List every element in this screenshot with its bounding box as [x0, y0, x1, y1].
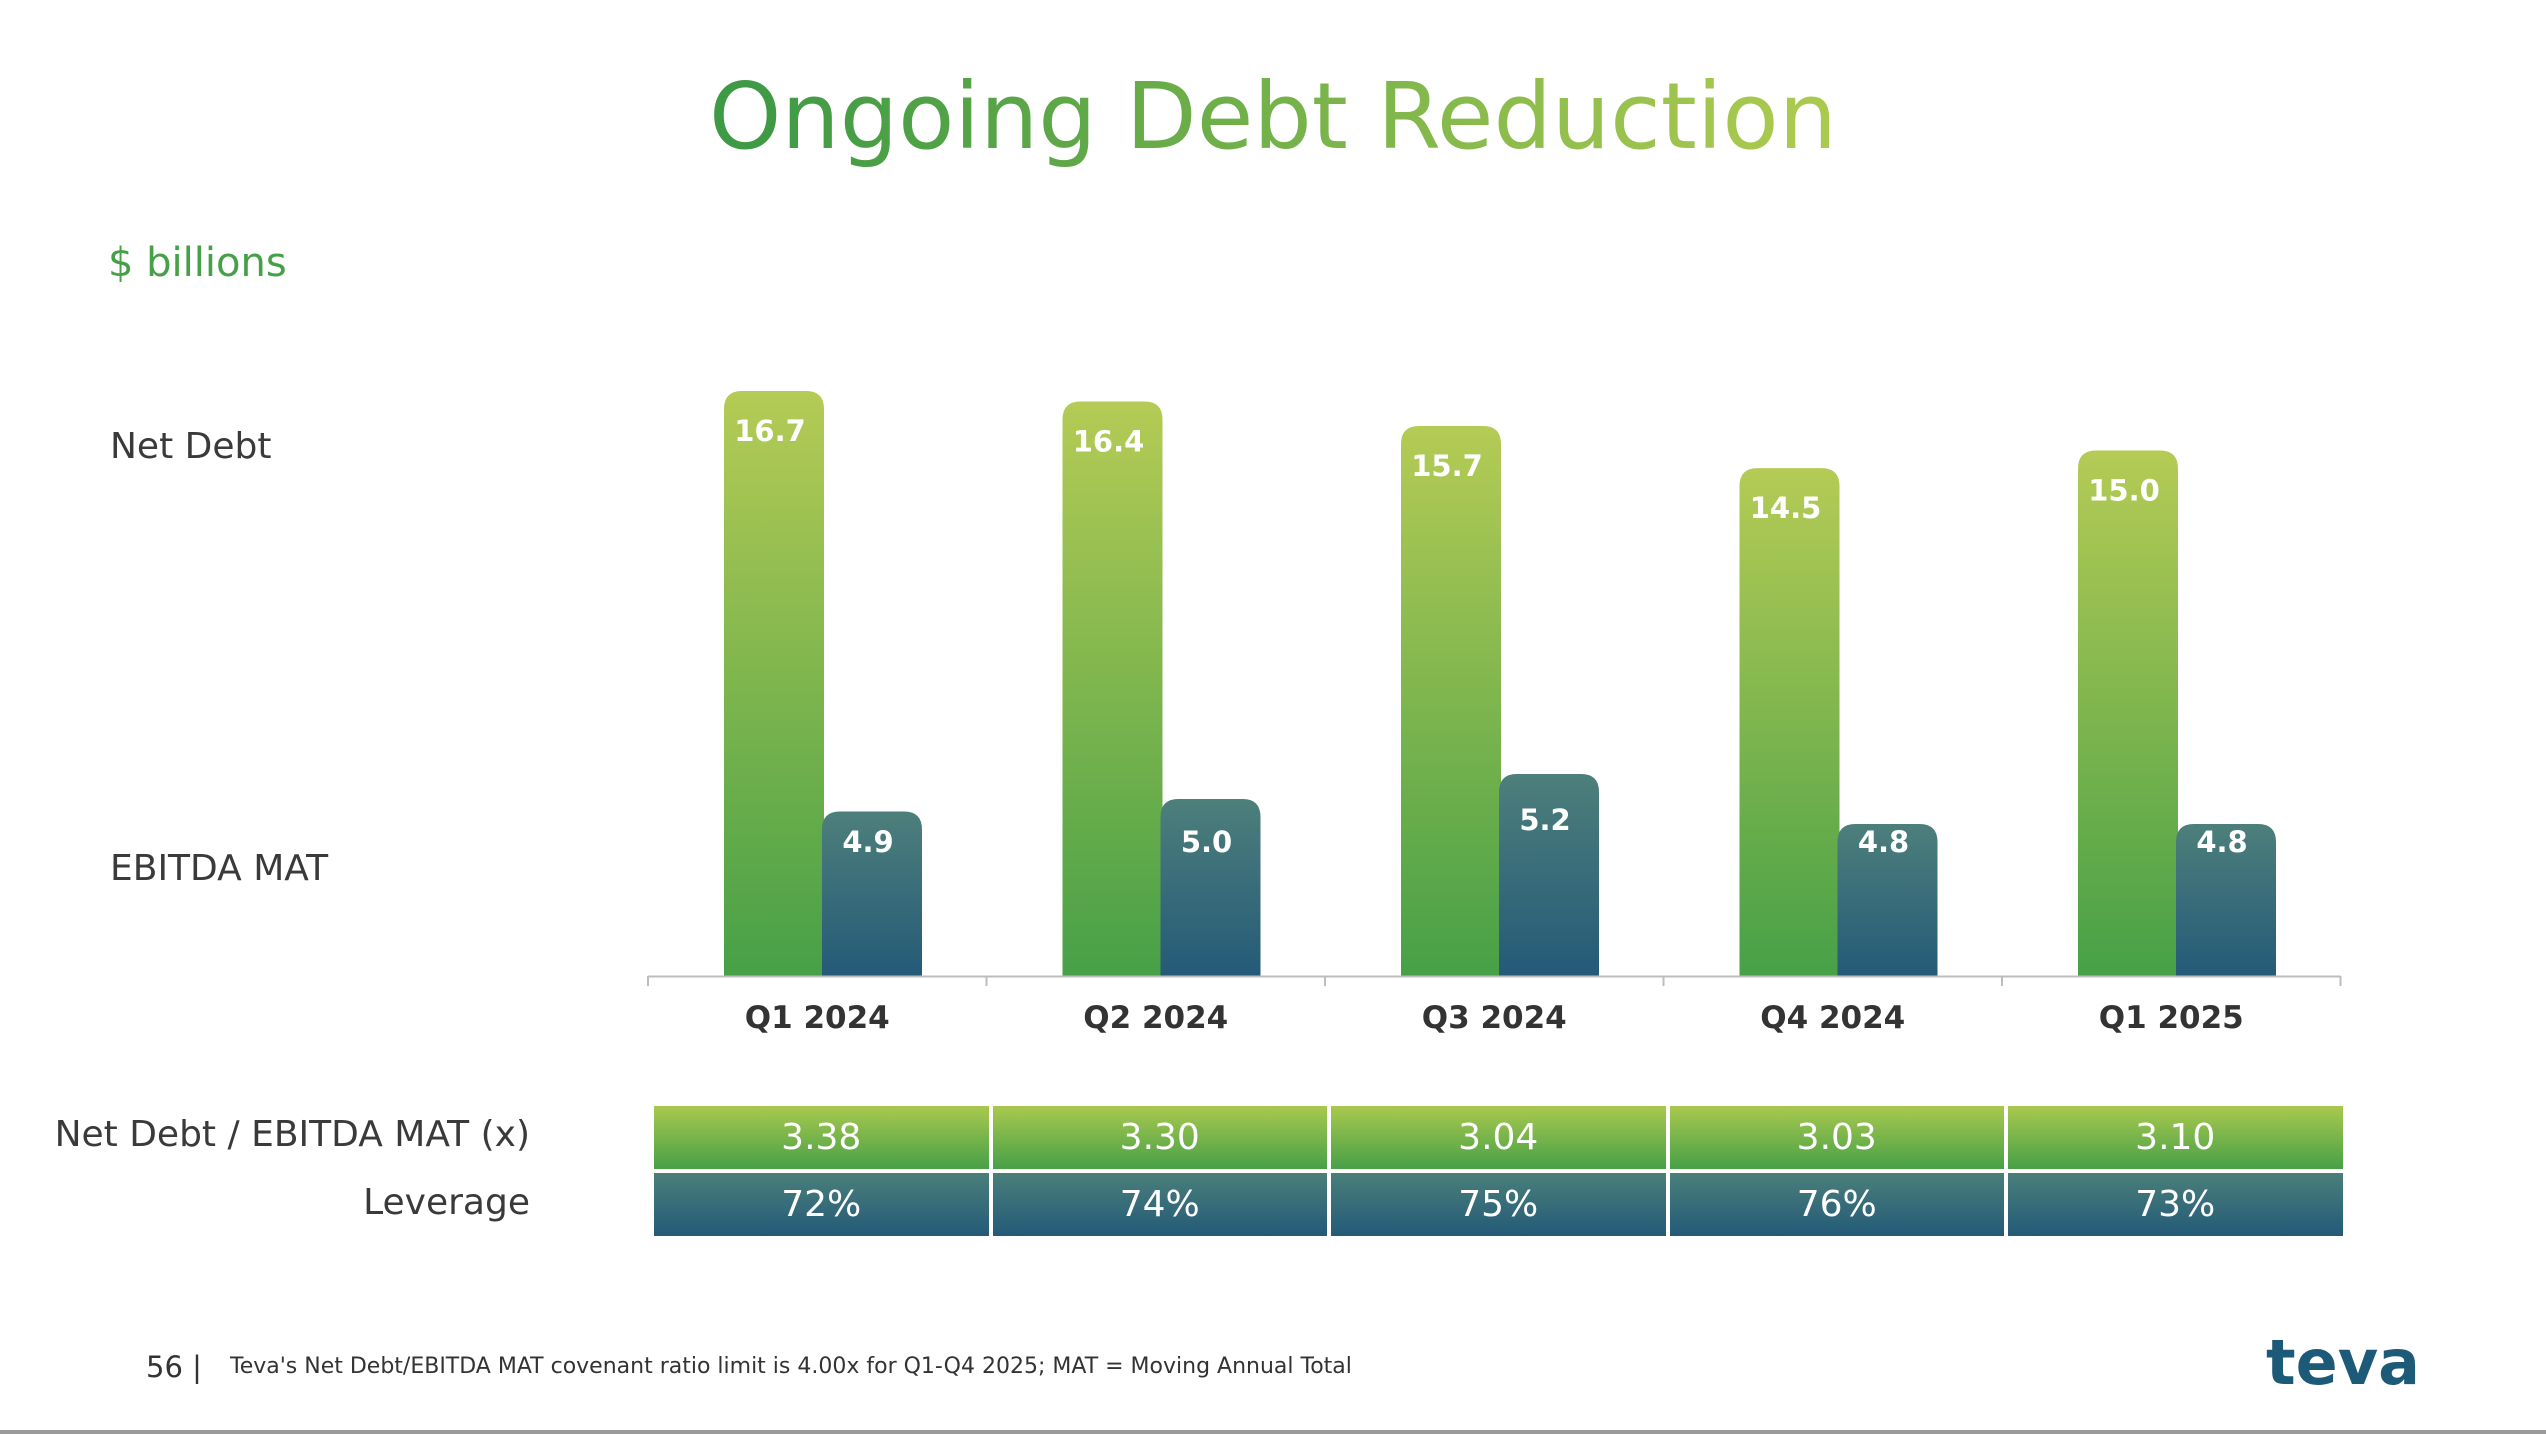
ratio-row-label: Net Debt / EBITDA MAT (x)	[54, 1114, 530, 1155]
page-number: 56 |	[146, 1350, 202, 1384]
teva-logo: teva	[2266, 1326, 2420, 1396]
net-debt-row-label: Net Debt	[110, 426, 272, 467]
ebitda-value-label: 4.9	[842, 825, 893, 859]
leverage-cell: 76%	[1669, 1173, 2004, 1236]
net-debt-value-label: 15.7	[1411, 449, 1483, 483]
net-debt-value-label: 16.4	[1073, 425, 1145, 459]
bottom-rule	[0, 1430, 2546, 1434]
category-label: Q2 2024	[1083, 1000, 1228, 1036]
ratio-cell: 3.04	[1331, 1106, 1666, 1169]
ebitda-bar	[1837, 824, 1938, 976]
ratio-cell: 3.30	[992, 1106, 1327, 1169]
net-debt-bar	[1401, 426, 1501, 977]
ebitda-bar	[1160, 799, 1261, 976]
leverage-cell: 73%	[2008, 1173, 2343, 1236]
ebitda-value-label: 4.8	[2196, 825, 2247, 859]
category-label: Q1 2024	[745, 1000, 890, 1036]
leverage-cell: 75%	[1331, 1173, 1666, 1236]
category-label: Q1 2025	[2099, 1000, 2244, 1036]
net-debt-value-label: 14.5	[1750, 491, 1822, 525]
ebitda-value-label: 4.8	[1858, 825, 1909, 859]
ebitda-bar	[2176, 824, 2276, 976]
ebitda-bar	[822, 811, 922, 976]
net-debt-value-label: 15.0	[2088, 474, 2160, 508]
net-debt-value-label: 16.7	[734, 414, 806, 448]
ratio-cell: 3.38	[654, 1106, 989, 1169]
footnote: Teva's Net Debt/EBITDA MAT covenant rati…	[230, 1354, 1352, 1379]
category-label: Q3 2024	[1422, 1000, 1567, 1036]
leverage-cell: 72%	[654, 1173, 989, 1236]
net-debt-bar	[1739, 468, 1840, 976]
ebitda-row-label: EBITDA MAT	[110, 848, 329, 889]
net-debt-bar	[1062, 401, 1163, 976]
leverage-cell: 74%	[992, 1173, 1327, 1236]
leverage-row-label: Leverage	[363, 1182, 530, 1223]
debt-bar-chart: 16.7 4.9 16.4 5.0 15.7 5.2 14.5 4.8 15.0 4.8 Q1 2…	[647, 391, 2342, 1036]
ratio-cell: 3.03	[1669, 1106, 2004, 1169]
net-debt-bar	[724, 391, 824, 976]
svg-text:teva: teva	[2266, 1326, 2420, 1396]
net-debt-bar	[2078, 450, 2178, 976]
ebitda-value-label: 5.0	[1181, 825, 1232, 859]
slide-title: Ongoing Debt Reduction	[0, 62, 2546, 172]
category-label: Q4 2024	[1760, 1000, 1905, 1036]
ratio-cell: 3.10	[2008, 1106, 2343, 1169]
unit-label: $ billions	[108, 240, 287, 286]
ebitda-value-label: 5.2	[1519, 803, 1570, 837]
ebitda-bar	[1499, 774, 1599, 976]
